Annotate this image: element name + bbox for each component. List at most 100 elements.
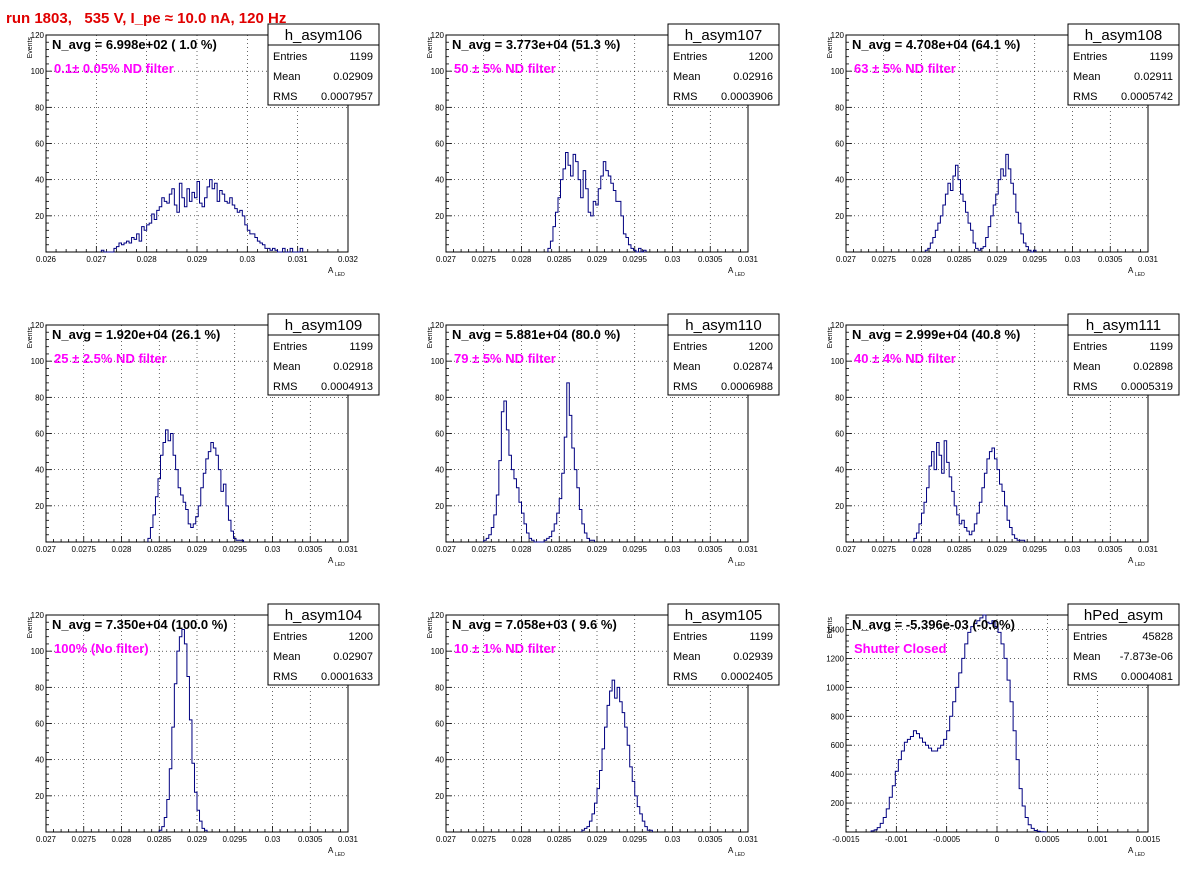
y-axis-title: Events <box>27 327 34 349</box>
stats-value: 45828 <box>1142 631 1173 643</box>
y-tick-label: 40 <box>435 756 444 765</box>
y-axis-title: Events <box>27 37 34 59</box>
x-axis-title: A <box>1128 266 1134 275</box>
y-tick-label: 80 <box>435 393 444 402</box>
x-tick-label: 0.0295 <box>623 255 648 264</box>
y-tick-label: 60 <box>435 430 444 439</box>
y-tick-label: 40 <box>35 176 44 185</box>
y-tick-label: 60 <box>835 140 844 149</box>
histogram-series-line <box>924 153 1037 253</box>
x-tick-label: 0.029 <box>187 835 208 844</box>
x-tick-label: 0.0305 <box>1098 255 1123 264</box>
x-tick-label: 0 <box>995 835 1000 844</box>
histogram-panel-h_asym110: 0.027 0.0275 0.028 0.0285 0.029 0.0295 0.03 0.0… <box>427 313 780 568</box>
filter-label: 63 ± 5% ND filter <box>854 61 956 76</box>
x-axis-title: A <box>328 266 334 275</box>
x-tick-label: 0.029 <box>587 545 608 554</box>
x-tick-label: 0.0285 <box>147 545 172 554</box>
histogram-series-line <box>147 429 245 542</box>
stats-box <box>667 23 780 106</box>
y-tick-label: 200 <box>831 799 845 808</box>
navg-label: N_avg = 1.920e+04 (26.1 %) <box>52 327 220 342</box>
stats-label: Mean <box>273 361 301 373</box>
x-tick-label: 0.0295 <box>223 835 248 844</box>
stats-label: RMS <box>273 381 297 393</box>
x-tick-label: 0.0305 <box>698 255 723 264</box>
stats-label: RMS <box>673 671 697 683</box>
x-tick-label: 0.029 <box>187 255 208 264</box>
histogram-name: h_asym111 <box>1086 317 1161 334</box>
stats-label: Entries <box>1073 51 1108 63</box>
x-tick-label: 0.0275 <box>72 835 97 844</box>
x-tick-label: 0.028 <box>911 255 932 264</box>
y-axis-title: Events <box>827 327 834 349</box>
y-tick-label: 80 <box>35 683 44 692</box>
x-axis-title-subscript: LED <box>735 562 745 568</box>
y-tick-label: 40 <box>435 176 444 185</box>
navg-label: N_avg = 7.058e+03 ( 9.6 %) <box>452 617 617 632</box>
x-tick-label: 0.027 <box>36 835 57 844</box>
y-tick-label: 100 <box>431 357 445 366</box>
x-tick-label: 0.0275 <box>472 255 497 264</box>
y-tick-label: 120 <box>431 611 445 620</box>
y-tick-label: 120 <box>431 31 445 40</box>
y-tick-label: 120 <box>431 321 445 330</box>
x-tick-label: 0.027 <box>436 255 457 264</box>
x-tick-label: 0.0285 <box>547 835 572 844</box>
y-tick-label: 120 <box>831 31 845 40</box>
y-axis-title: Events <box>427 617 434 639</box>
x-axis-title-subscript: LED <box>735 272 745 278</box>
stats-value: 0.02916 <box>733 71 773 83</box>
navg-label: N_avg = 5.881e+04 (80.0 %) <box>452 327 620 342</box>
filter-label: 25 ± 2.5% ND filter <box>54 351 167 366</box>
x-tick-label: 0.0305 <box>698 545 723 554</box>
stats-box <box>1067 603 1180 686</box>
histogram-panel-h_asym104: 0.027 0.0275 0.028 0.0285 0.029 0.0295 0.03 0.0… <box>27 603 380 858</box>
x-tick-label: 0.0295 <box>1023 545 1048 554</box>
histogram-panel-hPed_asym: -0.0015 -0.001 -0.0005 0 0.0005 0.001 0.0015 20… <box>826 603 1180 858</box>
x-tick-label: 0.031 <box>288 255 309 264</box>
y-tick-label: 100 <box>431 647 445 656</box>
stats-label: RMS <box>1073 91 1097 103</box>
stats-label: Mean <box>1073 651 1101 663</box>
x-tick-label: 0.0295 <box>623 835 648 844</box>
y-tick-label: 40 <box>35 756 44 765</box>
stats-value: 0.0003906 <box>721 91 773 103</box>
x-tick-label: 0.031 <box>738 545 759 554</box>
stats-value: 0.02911 <box>1134 71 1173 83</box>
x-tick-label: 0.027 <box>836 255 857 264</box>
y-tick-label: 40 <box>35 466 44 475</box>
x-tick-label: 0.0285 <box>547 545 572 554</box>
x-tick-label: 0.0015 <box>1136 835 1161 844</box>
x-tick-label: 0.03 <box>1065 545 1081 554</box>
y-tick-label: 1200 <box>826 654 844 663</box>
x-axis-title-subscript: LED <box>1135 852 1145 858</box>
x-tick-label: 0.0285 <box>947 545 972 554</box>
x-tick-label: 0.0305 <box>1098 545 1123 554</box>
stats-value: 1200 <box>349 631 373 643</box>
x-tick-label: 0.028 <box>137 255 158 264</box>
x-tick-label: 0.028 <box>111 835 132 844</box>
stats-label: Entries <box>273 51 308 63</box>
histogram-name: h_asym109 <box>285 317 363 334</box>
stats-value: 0.0005319 <box>1121 381 1173 393</box>
stats-value: 1199 <box>1149 51 1173 63</box>
y-tick-label: 120 <box>831 321 845 330</box>
stats-box <box>667 603 780 686</box>
histogram-name: h_asym108 <box>1085 27 1163 44</box>
histogram-name: h_asym110 <box>685 317 761 334</box>
x-tick-label: 0.029 <box>987 545 1008 554</box>
stats-label: Mean <box>673 361 701 373</box>
x-tick-label: 0.029 <box>587 255 608 264</box>
stats-box <box>267 23 380 106</box>
histogram-series-line <box>581 679 653 832</box>
x-tick-label: 0.027 <box>836 545 857 554</box>
x-tick-label: 0.031 <box>738 835 759 844</box>
x-tick-label: 0.03 <box>1065 255 1081 264</box>
stats-label: RMS <box>273 91 297 103</box>
x-axis-title: A <box>328 556 334 565</box>
stats-label: RMS <box>673 381 697 393</box>
x-tick-label: 0.0285 <box>947 255 972 264</box>
stats-box <box>267 603 380 686</box>
x-tick-label: 0.03 <box>265 835 281 844</box>
